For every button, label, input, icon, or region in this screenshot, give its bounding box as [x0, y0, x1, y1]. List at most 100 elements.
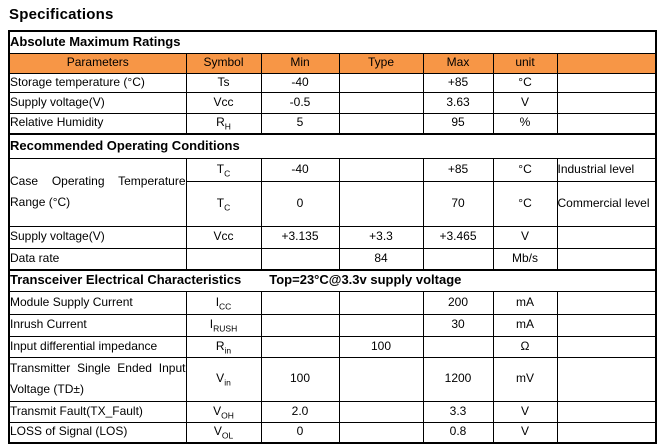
symbol-cell: Vcc	[185, 225, 262, 249]
type-cell	[338, 72, 424, 93]
unit-cell: °C	[492, 72, 558, 93]
column-header-row: Parameters Symbol Min Type Max unit	[8, 52, 657, 74]
note-cell	[556, 421, 657, 444]
type-cell	[338, 180, 424, 227]
min-cell: -40	[260, 157, 340, 182]
note-cell	[556, 112, 657, 135]
param-cell: Inrush Current	[8, 313, 187, 337]
column-header-symbol: Symbol	[185, 52, 262, 74]
type-cell	[338, 91, 424, 114]
param-cell: Supply voltage(V)	[8, 91, 187, 114]
unit-cell: Ω	[492, 335, 558, 358]
unit-cell: Mb/s	[492, 247, 558, 271]
note-cell	[556, 335, 657, 358]
max-cell: 200	[422, 290, 494, 315]
type-cell: 84	[338, 247, 424, 271]
section-row-absolute-maximum-ratings: Absolute Maximum Ratings	[8, 30, 657, 54]
symbol-cell: ICC	[185, 290, 262, 315]
symbol-cell: VOH	[185, 400, 262, 423]
max-cell: 70	[422, 180, 494, 227]
section-title-transceiver-electrical-characteristics: Transceiver Electrical Characteristics To…	[8, 269, 657, 292]
max-cell: +3.465	[422, 225, 494, 249]
section-title-text: Transceiver Electrical Characteristics	[10, 272, 242, 288]
type-cell	[338, 400, 424, 423]
type-cell	[338, 313, 424, 337]
unit-cell: V	[492, 421, 558, 444]
symbol-cell: IRUSH	[185, 313, 262, 337]
symbol-cell: Vcc	[185, 91, 262, 114]
symbol-cell: Rin	[185, 335, 262, 358]
max-cell: 3.63	[422, 91, 494, 114]
symbol-cell: Vin	[185, 356, 262, 402]
table-row-module-supply-current: Module Supply Current ICC 200 mA	[8, 290, 657, 315]
type-cell	[338, 421, 424, 444]
min-cell: -0.5	[260, 91, 340, 114]
note-cell	[556, 91, 657, 114]
table-row-data-rate: Data rate 84 Mb/s	[8, 247, 657, 271]
max-cell	[422, 247, 494, 271]
table-row-case-temperature-industrial: Case Operating Temperature Range (°C) TC…	[8, 157, 657, 227]
table-row-transmitter-input-voltage: Transmitter Single Ended Input Voltage (…	[8, 356, 657, 402]
min-cell: 2.0	[260, 400, 340, 423]
note-cell: Industrial level	[556, 157, 657, 182]
table-row-input-differential-impedance: Input differential impedance Rin 100 Ω	[8, 335, 657, 358]
min-cell: +3.135	[260, 225, 340, 249]
column-header-empty	[556, 52, 657, 74]
section-title-absolute-maximum-ratings: Absolute Maximum Ratings	[8, 30, 657, 54]
type-cell	[338, 290, 424, 315]
symbol-cell: TC	[185, 180, 262, 227]
column-header-type: Type	[338, 52, 424, 74]
max-cell: 30	[422, 313, 494, 337]
min-cell: 0	[260, 180, 340, 227]
unit-cell: %	[492, 112, 558, 135]
param-cell: Relative Humidity	[8, 112, 187, 135]
max-cell	[422, 335, 494, 358]
section-condition-note: Top=23°C@3.3v supply voltage	[269, 272, 462, 288]
table-row-storage-temperature: Storage temperature (°C) Ts -40 +85 °C	[8, 72, 657, 93]
table-row-inrush-current: Inrush Current IRUSH 30 mA	[8, 313, 657, 337]
param-cell: Data rate	[8, 247, 187, 271]
column-header-max: Max	[422, 52, 494, 74]
note-cell	[556, 225, 657, 249]
param-cell: Case Operating Temperature Range (°C)	[8, 157, 187, 227]
table-row-relative-humidity: Relative Humidity RH 5 95 %	[8, 112, 657, 135]
unit-cell: mA	[492, 290, 558, 315]
page-title: Specifications	[9, 6, 114, 23]
symbol-cell: Ts	[185, 72, 262, 93]
table-row-loss-of-signal: LOSS of Signal (LOS) VOL 0 0.8 V	[8, 421, 657, 444]
table-row-supply-voltage-abs: Supply voltage(V) Vcc -0.5 3.63 V	[8, 91, 657, 114]
param-cell: LOSS of Signal (LOS)	[8, 421, 187, 444]
unit-cell: °C	[492, 180, 558, 227]
symbol-cell: TC	[185, 157, 262, 182]
min-cell	[260, 313, 340, 337]
table-row-transmit-fault: Transmit Fault(TX_Fault) VOH 2.0 3.3 V	[8, 400, 657, 423]
unit-cell: °C	[492, 157, 558, 182]
param-cell: Transmitter Single Ended Input Voltage (…	[8, 356, 187, 402]
max-cell: +85	[422, 157, 494, 182]
symbol-cell: VOL	[185, 421, 262, 444]
note-cell: Commercial level	[556, 180, 657, 227]
param-cell: Input differential impedance	[8, 335, 187, 358]
note-cell	[556, 247, 657, 271]
column-header-parameters: Parameters	[8, 52, 187, 74]
min-cell: 0	[260, 421, 340, 444]
max-cell: +85	[422, 72, 494, 93]
section-row-recommended-operating-conditions: Recommended Operating Conditions	[8, 133, 657, 159]
min-cell: -40	[260, 72, 340, 93]
symbol-cell	[185, 247, 262, 271]
min-cell	[260, 335, 340, 358]
note-cell	[556, 313, 657, 337]
type-cell	[338, 112, 424, 135]
unit-cell: mA	[492, 313, 558, 337]
note-cell	[556, 290, 657, 315]
unit-cell: V	[492, 225, 558, 249]
column-header-min: Min	[260, 52, 340, 74]
unit-cell: V	[492, 91, 558, 114]
min-cell: 5	[260, 112, 340, 135]
type-cell: 100	[338, 335, 424, 358]
max-cell: 0.8	[422, 421, 494, 444]
param-cell: Module Supply Current	[8, 290, 187, 315]
unit-cell: mV	[492, 356, 558, 402]
column-header-unit: unit	[492, 52, 558, 74]
unit-cell: V	[492, 400, 558, 423]
